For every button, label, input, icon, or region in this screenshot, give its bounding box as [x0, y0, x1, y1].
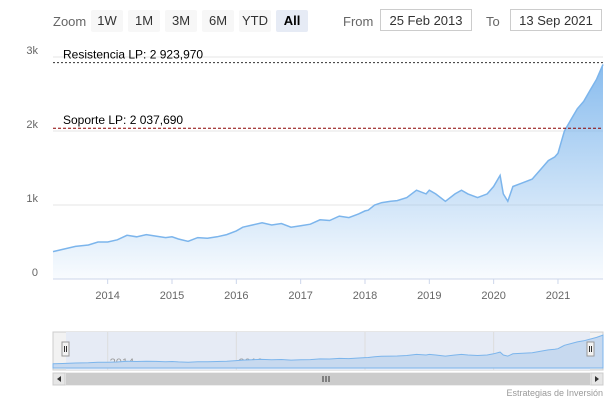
zoom-6m-button[interactable]: 6M: [202, 10, 234, 32]
scrollbar-thumb[interactable]: [66, 373, 590, 385]
navigator-area: [52, 334, 604, 369]
navigator-right-handle[interactable]: [586, 341, 595, 357]
to-date-input[interactable]: 13 Sep 2021: [510, 9, 602, 31]
navigator[interactable]: 2014201620182020: [0, 330, 613, 388]
to-label: To: [486, 14, 500, 29]
credit-text: Estrategias de Inversión: [506, 388, 603, 398]
y-tick-label: 3k: [26, 45, 38, 57]
zoom-label: Zoom: [53, 14, 87, 29]
range-selector-toolbar: Zoom 1W 1M 3M 6M YTD All From 25 Feb 201…: [0, 0, 613, 42]
x-tick-label: 2018: [353, 290, 377, 302]
resistance-label: Resistencia LP: 2 923,970: [63, 48, 203, 62]
x-tick-label: 2015: [160, 290, 184, 302]
zoom-1w-button[interactable]: 1W: [91, 10, 123, 32]
x-tick-label: 2017: [288, 290, 312, 302]
zoom-3m-button[interactable]: 3M: [165, 10, 197, 32]
zoom-1m-button[interactable]: 1M: [128, 10, 160, 32]
y-tick-label: 2k: [26, 119, 38, 131]
price-area: [53, 64, 603, 280]
from-label: From: [343, 14, 374, 29]
support-label: Soporte LP: 2 037,690: [63, 113, 183, 127]
navigator-left-handle[interactable]: [61, 341, 70, 357]
from-date-input[interactable]: 25 Feb 2013: [380, 9, 472, 31]
x-tick-label: 2020: [481, 290, 505, 302]
scrollbar-grip-icon: [322, 376, 330, 382]
zoom-ytd-button[interactable]: YTD: [239, 10, 271, 32]
x-tick-label: 2019: [417, 290, 441, 302]
y-tick-label: 0: [32, 267, 38, 279]
scroll-right-arrow-icon: [595, 376, 599, 382]
zoom-all-button[interactable]: All: [276, 10, 308, 32]
main-chart: 0 1k 2k 3k Resistencia LP: 2 923,970 Soporte…: [26, 45, 604, 302]
x-tick-label: 2016: [224, 290, 248, 302]
scrollbar[interactable]: [52, 372, 604, 386]
price-line: [52, 64, 604, 253]
x-tick-label: 2014: [95, 290, 119, 302]
x-tick-label: 2021: [546, 290, 570, 302]
y-tick-label: 1k: [26, 193, 38, 205]
scroll-left-arrow-icon: [57, 376, 61, 382]
